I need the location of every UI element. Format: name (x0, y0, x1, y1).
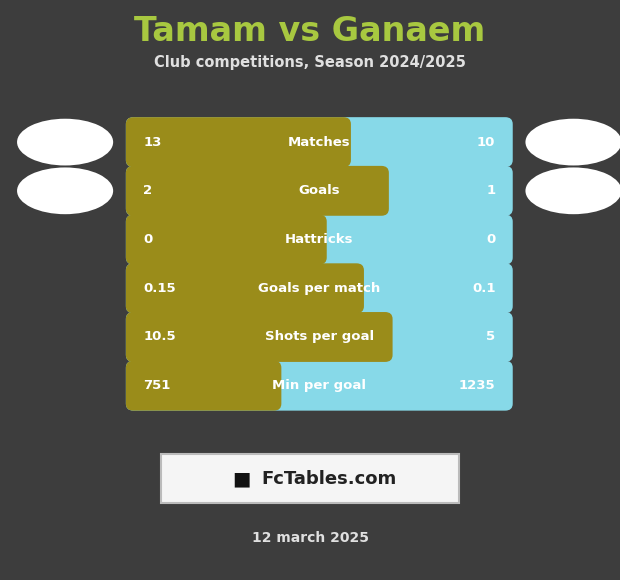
FancyBboxPatch shape (126, 361, 513, 411)
Text: 10.5: 10.5 (143, 331, 176, 343)
Text: Tamam vs Ganaem: Tamam vs Ganaem (135, 16, 485, 48)
Text: 5: 5 (486, 331, 495, 343)
FancyBboxPatch shape (126, 312, 513, 362)
Ellipse shape (17, 119, 113, 165)
Text: ■: ■ (232, 469, 251, 488)
Text: 13: 13 (143, 136, 162, 148)
FancyBboxPatch shape (126, 166, 389, 216)
FancyBboxPatch shape (263, 368, 274, 404)
FancyBboxPatch shape (126, 117, 513, 167)
FancyBboxPatch shape (126, 263, 364, 313)
Text: 10: 10 (477, 136, 495, 148)
FancyBboxPatch shape (126, 166, 513, 216)
FancyBboxPatch shape (126, 215, 327, 264)
Text: Goals: Goals (298, 184, 340, 197)
Text: 0.15: 0.15 (143, 282, 176, 295)
Text: 1: 1 (486, 184, 495, 197)
Text: FcTables.com: FcTables.com (261, 469, 396, 488)
FancyBboxPatch shape (126, 263, 513, 313)
Text: 0.1: 0.1 (472, 282, 495, 295)
FancyBboxPatch shape (126, 215, 513, 264)
FancyBboxPatch shape (332, 124, 343, 160)
Text: 12 march 2025: 12 march 2025 (252, 531, 368, 545)
Text: Min per goal: Min per goal (272, 379, 366, 392)
FancyBboxPatch shape (370, 173, 381, 209)
Ellipse shape (526, 119, 620, 165)
Text: 0: 0 (486, 233, 495, 246)
FancyBboxPatch shape (126, 361, 281, 411)
Text: Club competitions, Season 2024/2025: Club competitions, Season 2024/2025 (154, 55, 466, 70)
FancyBboxPatch shape (345, 270, 356, 306)
FancyBboxPatch shape (308, 222, 319, 258)
Ellipse shape (17, 168, 113, 214)
Ellipse shape (526, 168, 620, 214)
FancyBboxPatch shape (126, 312, 392, 362)
Text: Shots per goal: Shots per goal (265, 331, 374, 343)
FancyBboxPatch shape (126, 117, 351, 167)
Text: Matches: Matches (288, 136, 351, 148)
Text: 0: 0 (143, 233, 153, 246)
Text: Goals per match: Goals per match (258, 282, 381, 295)
Text: 751: 751 (143, 379, 170, 392)
FancyBboxPatch shape (161, 454, 459, 503)
Text: 2: 2 (143, 184, 153, 197)
Text: 1235: 1235 (459, 379, 495, 392)
Text: Hattricks: Hattricks (285, 233, 353, 246)
FancyBboxPatch shape (374, 319, 385, 355)
